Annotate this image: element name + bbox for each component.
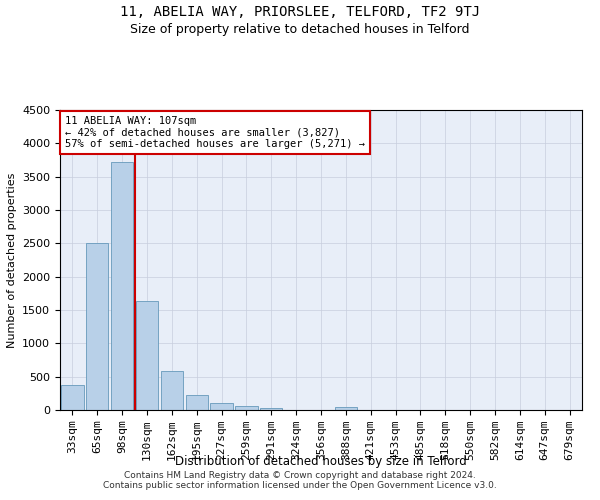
Bar [86,244,109,410]
Bar [260,408,283,410]
Bar [111,162,133,410]
Bar [211,403,233,410]
Text: Contains HM Land Registry data © Crown copyright and database right 2024.
Contai: Contains HM Land Registry data © Crown c… [103,470,497,490]
Bar [136,302,158,410]
Text: Distribution of detached houses by size in Telford: Distribution of detached houses by size … [175,455,467,468]
Y-axis label: Number of detached properties: Number of detached properties [7,172,17,348]
Bar [185,394,208,410]
Text: 11, ABELIA WAY, PRIORSLEE, TELFORD, TF2 9TJ: 11, ABELIA WAY, PRIORSLEE, TELFORD, TF2 … [120,5,480,19]
Bar [335,406,357,410]
Bar [161,372,183,410]
Bar [235,406,257,410]
Text: 11 ABELIA WAY: 107sqm
← 42% of detached houses are smaller (3,827)
57% of semi-d: 11 ABELIA WAY: 107sqm ← 42% of detached … [65,116,365,149]
Bar [61,386,83,410]
Text: Size of property relative to detached houses in Telford: Size of property relative to detached ho… [130,22,470,36]
